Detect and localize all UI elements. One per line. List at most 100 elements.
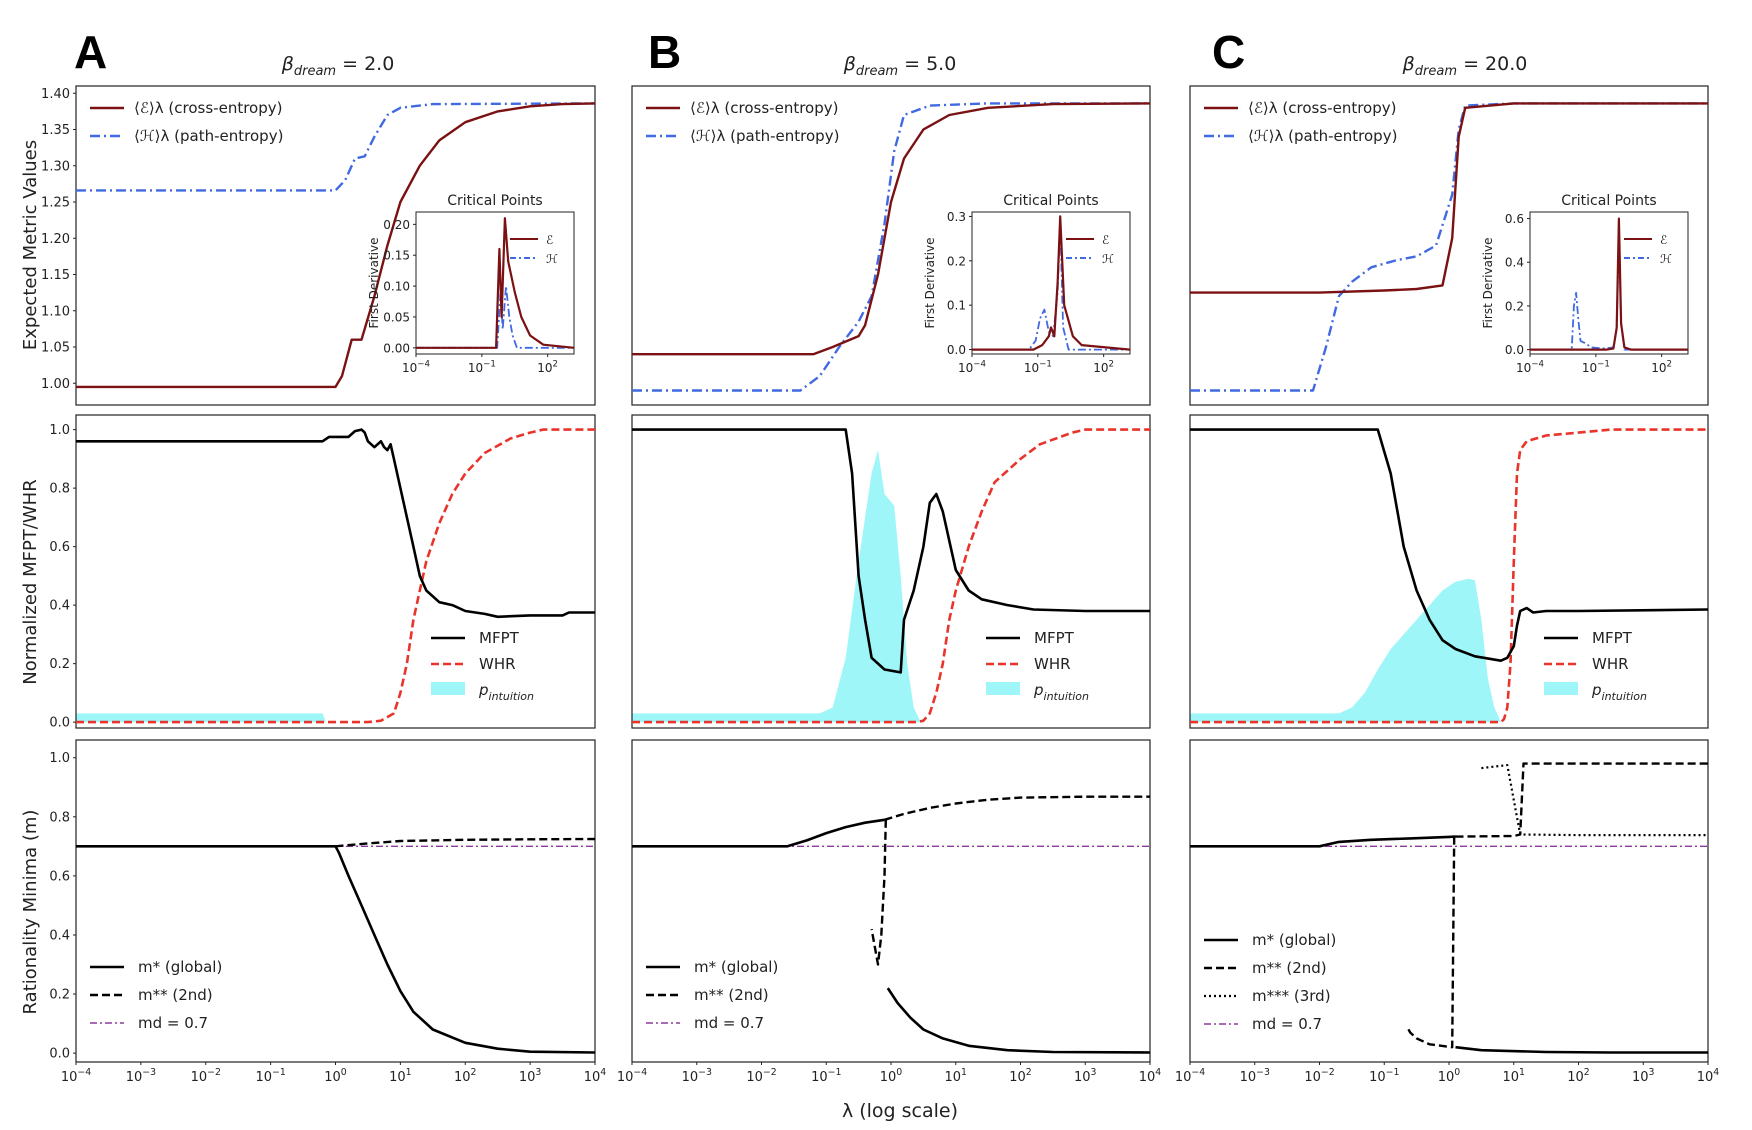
legend-intuition-label: pintuition bbox=[1591, 681, 1647, 703]
top-panel-1: ⟨ℰ⟩λ (cross-entropy) ⟨ℋ⟩λ (path-entropy) C… bbox=[631, 85, 1151, 406]
m2-branch-line bbox=[870, 819, 887, 966]
legend-whr-label: WHR bbox=[1034, 655, 1071, 673]
inset-cross-entropy-line bbox=[1530, 217, 1688, 351]
legend-intuition-swatch bbox=[986, 682, 1020, 695]
whr-line bbox=[632, 428, 1150, 724]
column-title-c: βdream = 20.0 bbox=[1402, 53, 1528, 79]
mfpt-line bbox=[1190, 428, 1709, 662]
bot-xtick-label: 10−2 bbox=[746, 1067, 776, 1085]
inset-xtick-label: 10−1 bbox=[468, 360, 496, 375]
inset-ytick-label: 0.4 bbox=[1505, 256, 1524, 270]
mid-ytick-label: 0.6 bbox=[49, 540, 70, 555]
bot-xtick-label: 101 bbox=[945, 1067, 968, 1085]
bot-xtick-label: 10−2 bbox=[191, 1067, 221, 1085]
inset-ytick-label: 0.15 bbox=[383, 249, 410, 263]
bot-xtick-label: 103 bbox=[1074, 1067, 1097, 1085]
cross-entropy-line bbox=[76, 102, 596, 389]
top-ytick-label: 1.30 bbox=[41, 159, 70, 174]
whr-line bbox=[1190, 428, 1708, 724]
inset-legend-h-label: ℋ bbox=[1102, 252, 1114, 266]
legend-mfpt-label: MFPT bbox=[479, 629, 520, 647]
inset-xtick-label: 102 bbox=[537, 360, 558, 375]
bot-xtick-label: 10−2 bbox=[1304, 1067, 1334, 1085]
legend-m3-label: m*** (3rd) bbox=[1252, 987, 1331, 1005]
legend-intuition-label: pintuition bbox=[1033, 681, 1089, 703]
inset-ylabel: First Derivative bbox=[367, 238, 381, 329]
legend-cross-entropy-label: ⟨ℰ⟩λ (cross-entropy) bbox=[690, 99, 838, 117]
bot-xtick-label: 102 bbox=[454, 1067, 477, 1085]
bot-ytick-label: 0.2 bbox=[49, 988, 70, 1003]
m1-line bbox=[76, 845, 596, 1054]
legend-path-entropy-label: ⟨ℋ⟩λ (path-entropy) bbox=[1248, 127, 1397, 145]
inset-ytick-label: 0.2 bbox=[947, 254, 966, 268]
bot-xtick-label: 104 bbox=[1139, 1067, 1162, 1085]
legend-path-entropy-label: ⟨ℋ⟩λ (path-entropy) bbox=[690, 127, 839, 145]
bot-xtick-label: 10−1 bbox=[255, 1067, 285, 1085]
inset-ytick-label: 0.0 bbox=[947, 343, 966, 357]
mid-ytick-label: 0.0 bbox=[49, 716, 70, 731]
inset-ytick-label: 0.1 bbox=[947, 299, 966, 313]
bot-xtick-label: 104 bbox=[1697, 1067, 1720, 1085]
mid-panel-2: MFPT WHR pintuition bbox=[1189, 414, 1709, 729]
bot-xtick-label: 101 bbox=[389, 1067, 412, 1085]
inset-ytick-label: 0.2 bbox=[1505, 299, 1524, 313]
legend-cross-entropy-label: ⟨ℰ⟩λ (cross-entropy) bbox=[1248, 99, 1396, 117]
mid-panel-1: MFPT WHR pintuition bbox=[631, 414, 1151, 729]
inset-frame bbox=[1529, 211, 1689, 355]
inset-ytick-label: 0.20 bbox=[383, 218, 410, 232]
panel-letter-a: A bbox=[74, 26, 107, 78]
legend-m2-label: m** (2nd) bbox=[694, 986, 769, 1004]
path-entropy-line bbox=[632, 102, 1150, 392]
m3-line bbox=[1481, 764, 1708, 837]
bot-xtick-label: 10−3 bbox=[126, 1067, 156, 1085]
top-frame bbox=[631, 85, 1151, 406]
cross-entropy-line bbox=[632, 102, 1151, 356]
legend-m1-label: m* (global) bbox=[694, 958, 778, 976]
bot-xtick-label: 100 bbox=[880, 1067, 903, 1085]
legend-intuition-label: pintuition bbox=[478, 681, 534, 703]
bot-ytick-label: 1.0 bbox=[49, 751, 70, 766]
mfpt-line bbox=[632, 428, 1150, 674]
inset-title: Critical Points bbox=[1561, 193, 1656, 209]
bot-xtick-label: 10−3 bbox=[1240, 1067, 1270, 1085]
legend-intuition-swatch bbox=[1544, 682, 1578, 695]
bot-xtick-label: 102 bbox=[1567, 1067, 1590, 1085]
mid-ytick-label: 1.0 bbox=[49, 423, 70, 438]
mid-ytick-label: 0.2 bbox=[49, 657, 70, 672]
bot-xtick-label: 10−1 bbox=[811, 1067, 841, 1085]
mid-ytick-label: 0.8 bbox=[49, 482, 70, 497]
inset-xtick-label: 10−4 bbox=[402, 360, 430, 375]
inset-ytick-label: 0.3 bbox=[947, 210, 966, 224]
top-frame bbox=[75, 85, 596, 406]
inset-xtick-label: 102 bbox=[1651, 360, 1672, 375]
top-panel-2: ⟨ℰ⟩λ (cross-entropy) ⟨ℋ⟩λ (path-entropy) C… bbox=[1189, 85, 1709, 406]
m2-line bbox=[884, 795, 1150, 821]
intuition-area bbox=[1190, 578, 1708, 723]
whr-line bbox=[76, 428, 595, 724]
inset-ytick-label: 0.10 bbox=[383, 280, 410, 294]
inset-panel-2: Critical Points First Derivative 0.0 0.2 0.4… bbox=[1481, 193, 1689, 375]
bot-ytick-label: 0.8 bbox=[49, 810, 70, 825]
legend-whr-label: WHR bbox=[479, 655, 516, 673]
legend-m2-label: m** (2nd) bbox=[1252, 959, 1327, 977]
cross-entropy-line bbox=[1190, 102, 1708, 294]
top-panel-0: 1.00 1.05 1.10 1.15 1.20 1.25 1.30 1.35 1.40 ⟨ℰ⟩λ… bbox=[41, 85, 596, 406]
inset-xtick-label: 10−4 bbox=[958, 360, 986, 375]
bot-xtick-label: 10−4 bbox=[1175, 1067, 1205, 1085]
bot-xtick-label: 10−4 bbox=[617, 1067, 647, 1085]
bot-ytick-label: 0.0 bbox=[49, 1047, 70, 1062]
mid-ytick-label: 0.4 bbox=[49, 599, 70, 614]
inset-ytick-label: 0.05 bbox=[383, 310, 410, 324]
top-ytick-label: 1.10 bbox=[41, 304, 70, 319]
plot-area: 1.00 1.05 1.10 1.15 1.20 1.25 1.30 1.35 1.40 ⟨ℰ⟩λ… bbox=[41, 85, 1720, 1085]
legend-whr-label: WHR bbox=[1592, 655, 1629, 673]
bot-panel-1: 10−4 10−3 10−2 10−1 100 101 102 103 104 m* (globa… bbox=[617, 739, 1162, 1085]
bot-panel-2: 10−4 10−3 10−2 10−1 100 101 102 103 104 m* (globa… bbox=[1175, 739, 1720, 1085]
bot-xtick-label: 100 bbox=[1438, 1067, 1461, 1085]
bot-frame bbox=[1189, 739, 1709, 1063]
mid-frame bbox=[1189, 414, 1709, 729]
top-frame bbox=[1189, 85, 1709, 406]
bot-xtick-label: 10−1 bbox=[1369, 1067, 1399, 1085]
mfpt-line bbox=[76, 428, 595, 619]
legend-path-entropy-label: ⟨ℋ⟩λ (path-entropy) bbox=[134, 127, 283, 145]
